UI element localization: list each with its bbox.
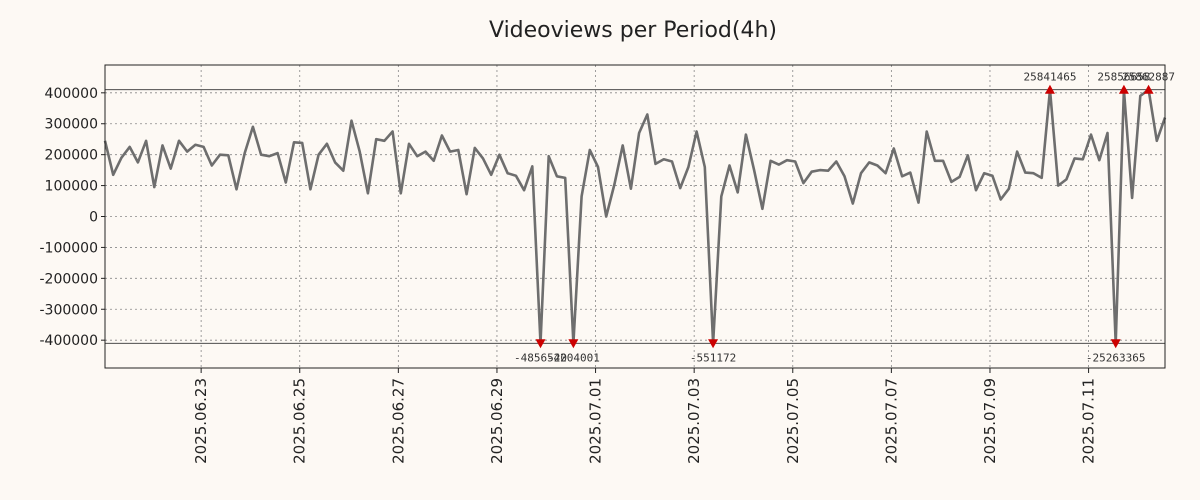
outlier-label: -551172: [690, 351, 736, 364]
outlier-marker: [1118, 84, 1129, 94]
x-axis: 2025.06.23 2025.06.25 2025.06.27 2025.06.29…: [192, 368, 1098, 464]
y-tick-label: 300000: [45, 117, 98, 133]
outlier-label: -25263365: [1086, 351, 1146, 364]
outlier-marker: [708, 339, 719, 349]
series-line: [103, 88, 1167, 345]
y-tick-label: -100000: [40, 240, 99, 256]
outlier-label: 25862887: [1122, 71, 1175, 84]
y-tick-label: -400000: [40, 333, 99, 349]
outlier-label: -4856520: [514, 351, 567, 364]
y-tick-label: 0: [89, 210, 98, 226]
y-axis: 400000 300000 200000 100000 0 -100000 -200000 -…: [40, 86, 105, 349]
y-tick-label: 400000: [45, 86, 98, 102]
outlier-label: 25841465: [1023, 71, 1076, 84]
x-tick-label: 2025.06.29: [488, 378, 506, 464]
outlier-marker: [1110, 339, 1121, 349]
outlier-marker: [535, 339, 546, 349]
x-tick-label: 2025.07.05: [784, 378, 802, 464]
outlier-label: -4204001: [547, 351, 600, 364]
x-tick-label: 2025.07.09: [981, 378, 999, 464]
y-tick-label: -300000: [40, 302, 99, 318]
outlier-marker: [1143, 84, 1154, 94]
outlier-marker: [568, 339, 579, 349]
plot-frame: [104, 64, 1166, 369]
y-tick-label: 100000: [45, 179, 98, 195]
y-tick-label: 200000: [45, 148, 98, 164]
x-tick-label: 2025.07.01: [587, 378, 605, 464]
x-tick-label: 2025.07.11: [1080, 378, 1098, 464]
y-tick-label: -200000: [40, 271, 99, 287]
series: [103, 88, 1167, 345]
chart-title: Videoviews per Period(4h): [489, 18, 777, 43]
x-tick-label: 2025.07.03: [685, 378, 703, 464]
x-tick-label: 2025.06.25: [291, 378, 309, 464]
outlier-marker: [1044, 84, 1055, 94]
x-tick-label: 2025.06.27: [389, 378, 407, 464]
outliers: -4856520-4204001 -551172 25841465 -25263365…: [514, 71, 1175, 365]
x-tick-label: 2025.06.23: [192, 378, 210, 464]
outlier-label: 25856658: [1097, 71, 1150, 84]
x-tick-label: 2025.07.07: [882, 378, 900, 464]
grid: [105, 65, 1165, 368]
